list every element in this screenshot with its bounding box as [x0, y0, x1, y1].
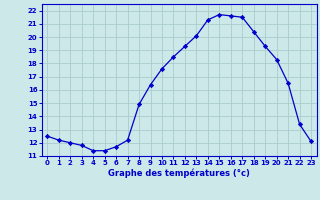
X-axis label: Graphe des températures (°c): Graphe des températures (°c) [108, 169, 250, 178]
